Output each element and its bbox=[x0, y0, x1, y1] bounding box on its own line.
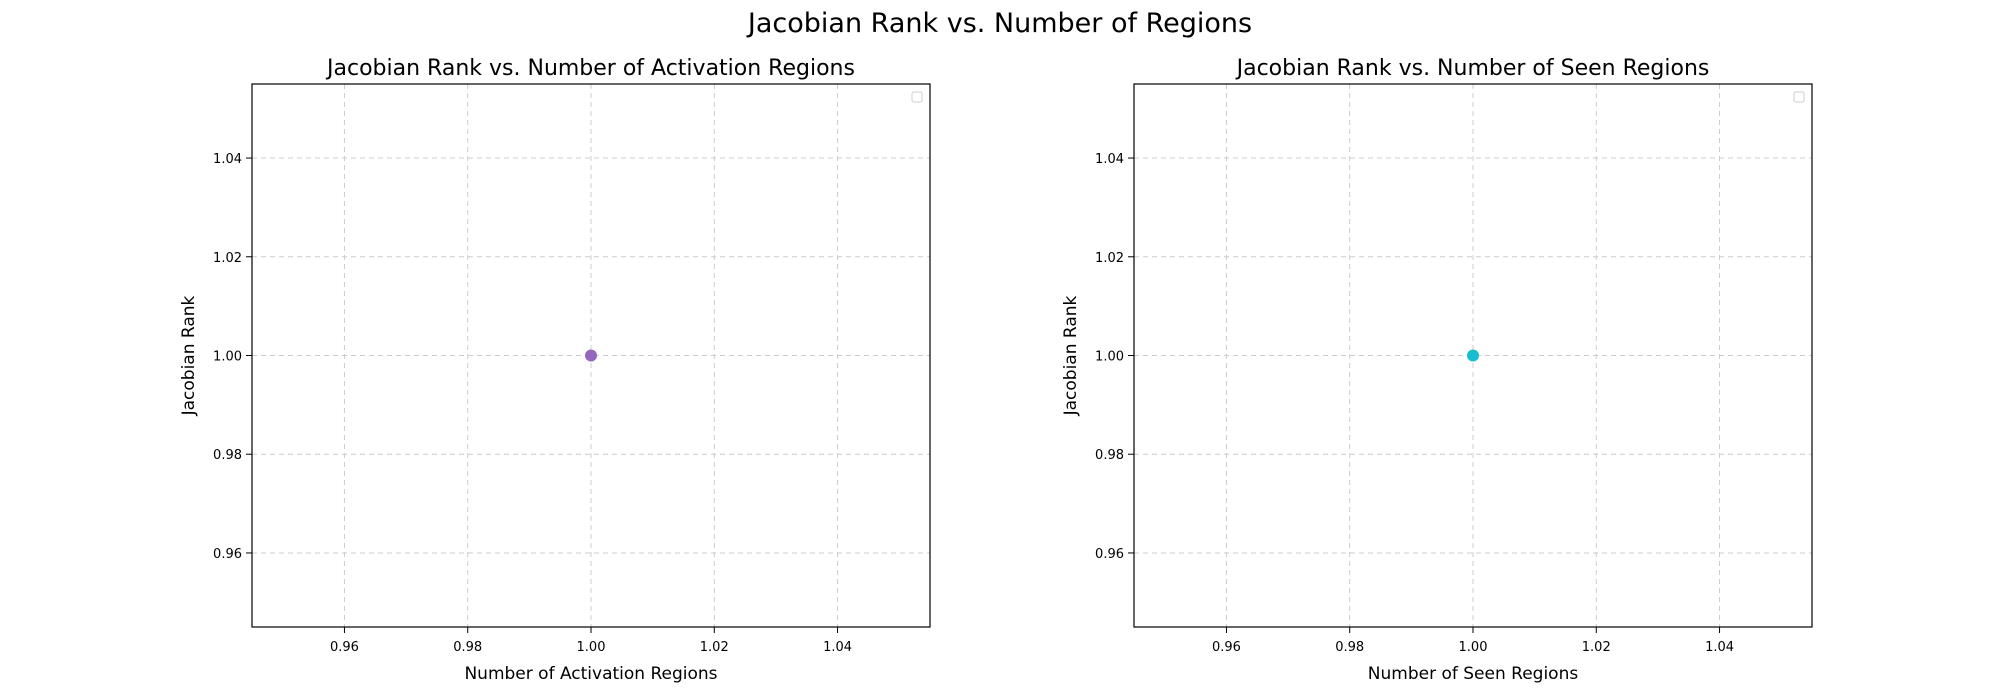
y-tick-label: 0.98 bbox=[1095, 448, 1124, 463]
y-tick-label: 1.04 bbox=[1095, 152, 1124, 167]
y-tick-label: 0.96 bbox=[1095, 547, 1124, 562]
x-tick-label: 1.02 bbox=[700, 640, 729, 655]
plot-frame bbox=[251, 83, 931, 628]
y-tick-label: 0.96 bbox=[213, 547, 242, 562]
x-axis-label: Number of Activation Regions bbox=[464, 664, 717, 684]
x-tick-label: 1.02 bbox=[1582, 640, 1611, 655]
plot-frame bbox=[1133, 83, 1813, 628]
data-point bbox=[585, 349, 597, 362]
x-tick-label: 0.96 bbox=[330, 640, 359, 655]
y-tick-label: 1.02 bbox=[213, 251, 242, 266]
x-tick-label: 1.00 bbox=[1459, 640, 1488, 655]
x-tick-label: 0.98 bbox=[1335, 640, 1364, 655]
x-tick-label: 1.04 bbox=[823, 640, 852, 655]
y-tick-label: 1.02 bbox=[1095, 251, 1124, 266]
y-axis-label: Jacobian Rank bbox=[179, 295, 199, 416]
chart-title: Jacobian Rank vs. Number of Activation R… bbox=[325, 56, 855, 81]
x-axis-label: Number of Seen Regions bbox=[1368, 664, 1579, 684]
y-tick-label: 1.00 bbox=[1095, 350, 1124, 365]
x-tick-label: 0.98 bbox=[453, 640, 482, 655]
y-tick-label: 1.04 bbox=[213, 152, 242, 167]
legend-box bbox=[1793, 91, 1805, 103]
chart-panel-2: 0.96 0.98 1.00 1.02 1.04 0.96 0.98 1.00 1.02 1.04… bbox=[1061, 56, 1813, 684]
x-tick-label: 0.96 bbox=[1212, 640, 1241, 655]
figure-title: Jacobian Rank vs. Number of Regions bbox=[747, 8, 1253, 39]
y-tick-label: 0.98 bbox=[213, 448, 242, 463]
y-tick-label: 1.00 bbox=[213, 350, 242, 365]
y-axis-label: Jacobian Rank bbox=[1061, 295, 1081, 416]
data-point bbox=[1467, 349, 1479, 362]
chart-title: Jacobian Rank vs. Number of Seen Regions bbox=[1235, 56, 1710, 81]
x-tick-label: 1.00 bbox=[577, 640, 606, 655]
x-tick-label: 1.04 bbox=[1705, 640, 1734, 655]
legend-box bbox=[911, 91, 923, 103]
chart-panel-1: 0.96 0.98 1.00 1.02 1.04 0.96 0.98 1.00 1.02 1.04… bbox=[179, 56, 931, 684]
